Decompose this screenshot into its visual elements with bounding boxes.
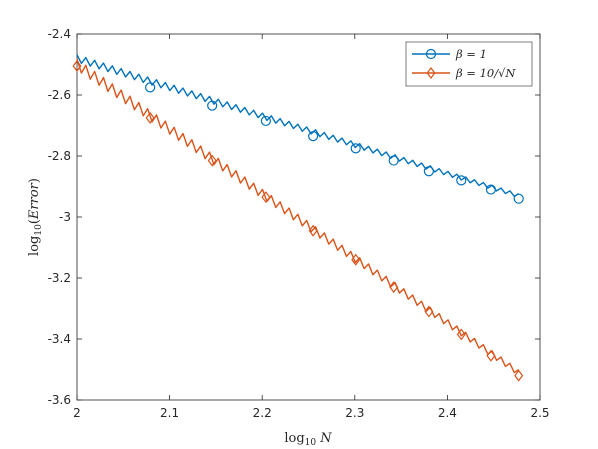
data-point — [207, 154, 217, 167]
data-point — [513, 193, 524, 204]
x-tick-label: 2.4 — [438, 406, 457, 420]
plot-area — [76, 33, 541, 401]
data-point — [423, 166, 434, 177]
series-line — [76, 58, 520, 374]
y-tick-label: -3.6 — [48, 393, 71, 407]
data-point — [456, 175, 467, 186]
y-tick-label: -3.2 — [48, 271, 71, 285]
data-point — [261, 191, 271, 204]
x-tick-label: 2.1 — [160, 406, 179, 420]
x-tick-label: 2.3 — [345, 406, 364, 420]
data-point — [207, 100, 218, 111]
y-tick-label: -3.4 — [48, 332, 71, 346]
data-point — [145, 82, 156, 93]
data-point — [388, 155, 399, 166]
data-point — [389, 281, 399, 294]
y-tick-label: -2.8 — [48, 149, 71, 163]
data-point — [308, 224, 318, 237]
y-axis-label: log10(Error) — [27, 178, 44, 256]
data-point — [145, 111, 155, 124]
legend: β = 1 β = 10/√N — [405, 41, 533, 87]
ticks-layer: 2 2.1 2.2 2.3 2.4 2.5 -2.4 -2.6 -2.8 -3 -3.2 -3.4 -3… — [48, 27, 550, 420]
x-tick-label: 2.2 — [253, 406, 272, 420]
data-point — [351, 253, 361, 266]
y-tick-label: -3 — [59, 210, 71, 224]
data-point — [260, 115, 272, 127]
legend-marker — [425, 48, 437, 60]
data-point — [308, 131, 319, 142]
legend-label: β = 1 — [455, 47, 487, 61]
data-point — [424, 305, 434, 318]
series-1 — [76, 54, 524, 204]
data-point — [485, 184, 497, 195]
series-layer — [72, 54, 524, 382]
y-tick-label: -2.6 — [48, 88, 71, 102]
series-2 — [72, 58, 524, 382]
data-point — [456, 328, 466, 341]
x-tick-label: 2.5 — [530, 406, 549, 420]
legend-box — [405, 41, 533, 87]
data-point — [486, 349, 496, 362]
legend-label: β = 10/√N — [455, 66, 516, 80]
data-point — [514, 369, 524, 382]
x-tick-label: 2 — [73, 406, 81, 420]
data-point — [350, 143, 361, 154]
data-point — [72, 60, 82, 73]
y-tick-label: -2.4 — [48, 27, 71, 41]
x-axis-label: log10 N — [284, 431, 332, 448]
legend-marker — [426, 67, 436, 79]
